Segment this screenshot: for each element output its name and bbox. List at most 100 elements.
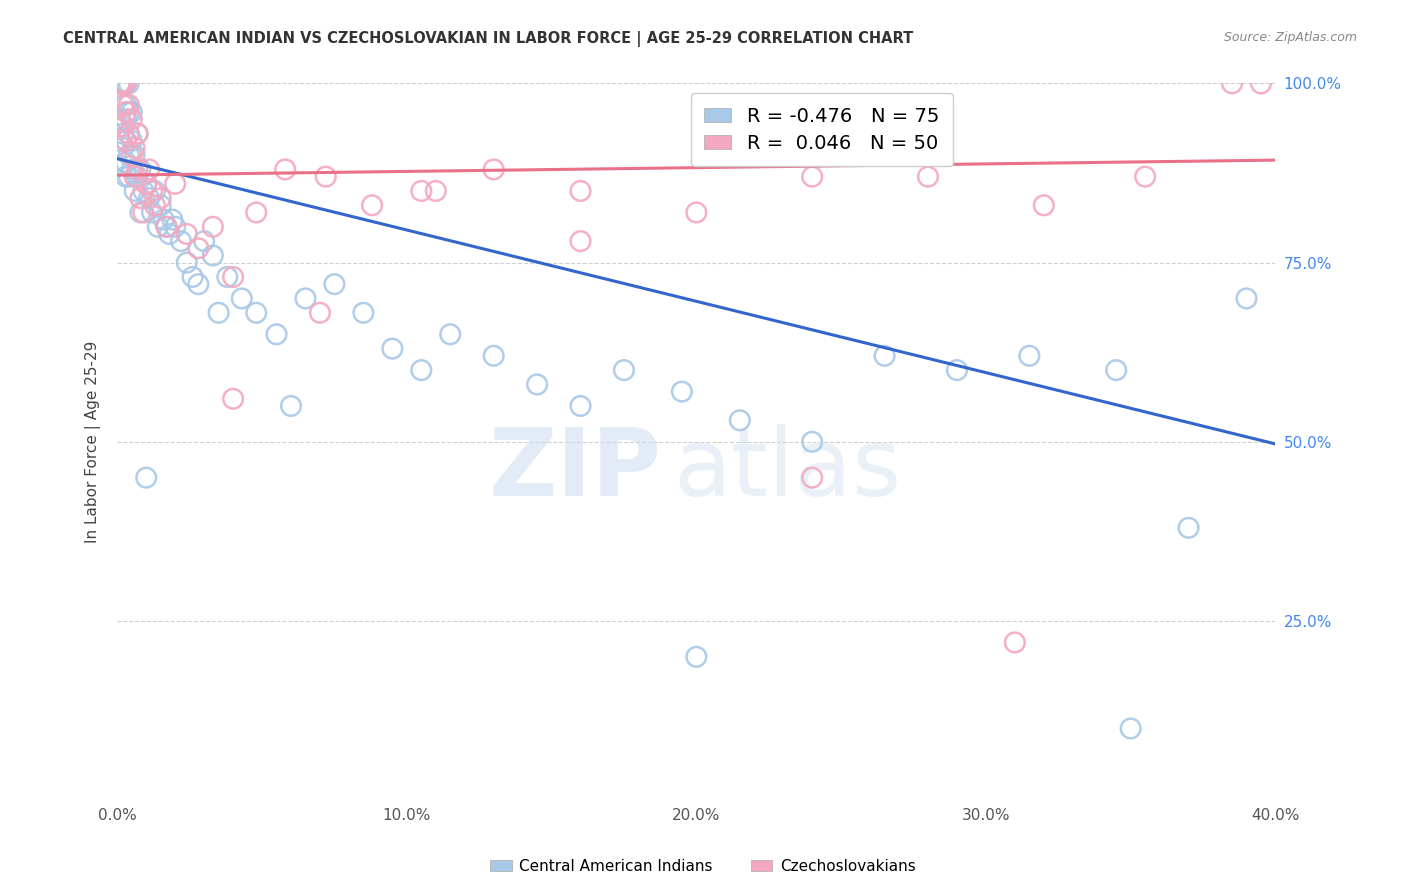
Text: atlas: atlas <box>673 425 901 516</box>
Point <box>165 219 187 234</box>
Point <box>149 191 172 205</box>
Point <box>108 77 131 91</box>
Point <box>112 77 135 91</box>
Y-axis label: In Labor Force | Age 25-29: In Labor Force | Age 25-29 <box>86 341 101 543</box>
Point <box>482 162 505 177</box>
Point <box>108 112 131 127</box>
Point <box>115 112 138 127</box>
Point <box>108 77 131 91</box>
Point <box>115 105 138 120</box>
Point <box>728 413 751 427</box>
Point <box>135 177 157 191</box>
Point <box>115 77 138 91</box>
Text: Source: ZipAtlas.com: Source: ZipAtlas.com <box>1223 31 1357 45</box>
Point <box>187 277 209 292</box>
Point <box>231 292 253 306</box>
Point <box>112 141 135 155</box>
Point <box>108 77 131 91</box>
Point <box>141 205 163 219</box>
Point <box>115 134 138 148</box>
Point <box>124 141 146 155</box>
Point <box>309 306 332 320</box>
Point <box>671 384 693 399</box>
Point <box>132 184 155 198</box>
Point <box>425 184 447 198</box>
Point <box>124 184 146 198</box>
Point <box>112 120 135 134</box>
Point <box>1105 363 1128 377</box>
Point <box>108 77 131 91</box>
Point <box>132 205 155 219</box>
Point <box>439 327 461 342</box>
Point <box>124 148 146 162</box>
Point <box>121 162 143 177</box>
Text: CENTRAL AMERICAN INDIAN VS CZECHOSLOVAKIAN IN LABOR FORCE | AGE 25-29 CORRELATIO: CENTRAL AMERICAN INDIAN VS CZECHOSLOVAKI… <box>63 31 914 47</box>
Point <box>112 77 135 91</box>
Point <box>118 148 141 162</box>
Point <box>135 470 157 484</box>
Point <box>118 127 141 141</box>
Point <box>115 134 138 148</box>
Point <box>181 269 204 284</box>
Point <box>108 77 131 91</box>
Point <box>108 134 131 148</box>
Point <box>1119 722 1142 736</box>
Point <box>121 134 143 148</box>
Point <box>801 470 824 484</box>
Point <box>222 269 245 284</box>
Point <box>381 342 404 356</box>
Point <box>1177 521 1199 535</box>
Point <box>280 399 302 413</box>
Point <box>685 205 707 219</box>
Point <box>1220 77 1243 91</box>
Point <box>112 98 135 112</box>
Point <box>411 184 433 198</box>
Point <box>115 155 138 169</box>
Point <box>127 127 149 141</box>
Point <box>569 184 592 198</box>
Point <box>141 184 163 198</box>
Point <box>266 327 288 342</box>
Point <box>526 377 548 392</box>
Point <box>118 169 141 184</box>
Point <box>569 234 592 248</box>
Point <box>176 227 198 241</box>
Point <box>207 306 229 320</box>
Point <box>1004 635 1026 649</box>
Point <box>124 169 146 184</box>
Point <box>165 177 187 191</box>
Text: ZIP: ZIP <box>489 425 662 516</box>
Point <box>129 205 152 219</box>
Point <box>917 169 939 184</box>
Legend: Central American Indians, Czechoslovakians: Central American Indians, Czechoslovakia… <box>484 853 922 880</box>
Point <box>135 177 157 191</box>
Point <box>112 77 135 91</box>
Point <box>155 219 177 234</box>
Point <box>222 392 245 406</box>
Point <box>115 77 138 91</box>
Point <box>187 241 209 255</box>
Point <box>118 105 141 120</box>
Point <box>176 255 198 269</box>
Point <box>149 198 172 212</box>
Point <box>946 363 969 377</box>
Point <box>146 219 169 234</box>
Point <box>613 363 636 377</box>
Point <box>1018 349 1040 363</box>
Point <box>157 227 180 241</box>
Point <box>482 349 505 363</box>
Point <box>201 248 224 262</box>
Point <box>155 219 177 234</box>
Point <box>138 191 160 205</box>
Point <box>118 77 141 91</box>
Point <box>143 198 166 212</box>
Point <box>1236 292 1258 306</box>
Point <box>162 212 184 227</box>
Point <box>121 105 143 120</box>
Point <box>115 169 138 184</box>
Point <box>129 162 152 177</box>
Point <box>170 234 193 248</box>
Point <box>152 212 174 227</box>
Point <box>245 306 267 320</box>
Point <box>115 98 138 112</box>
